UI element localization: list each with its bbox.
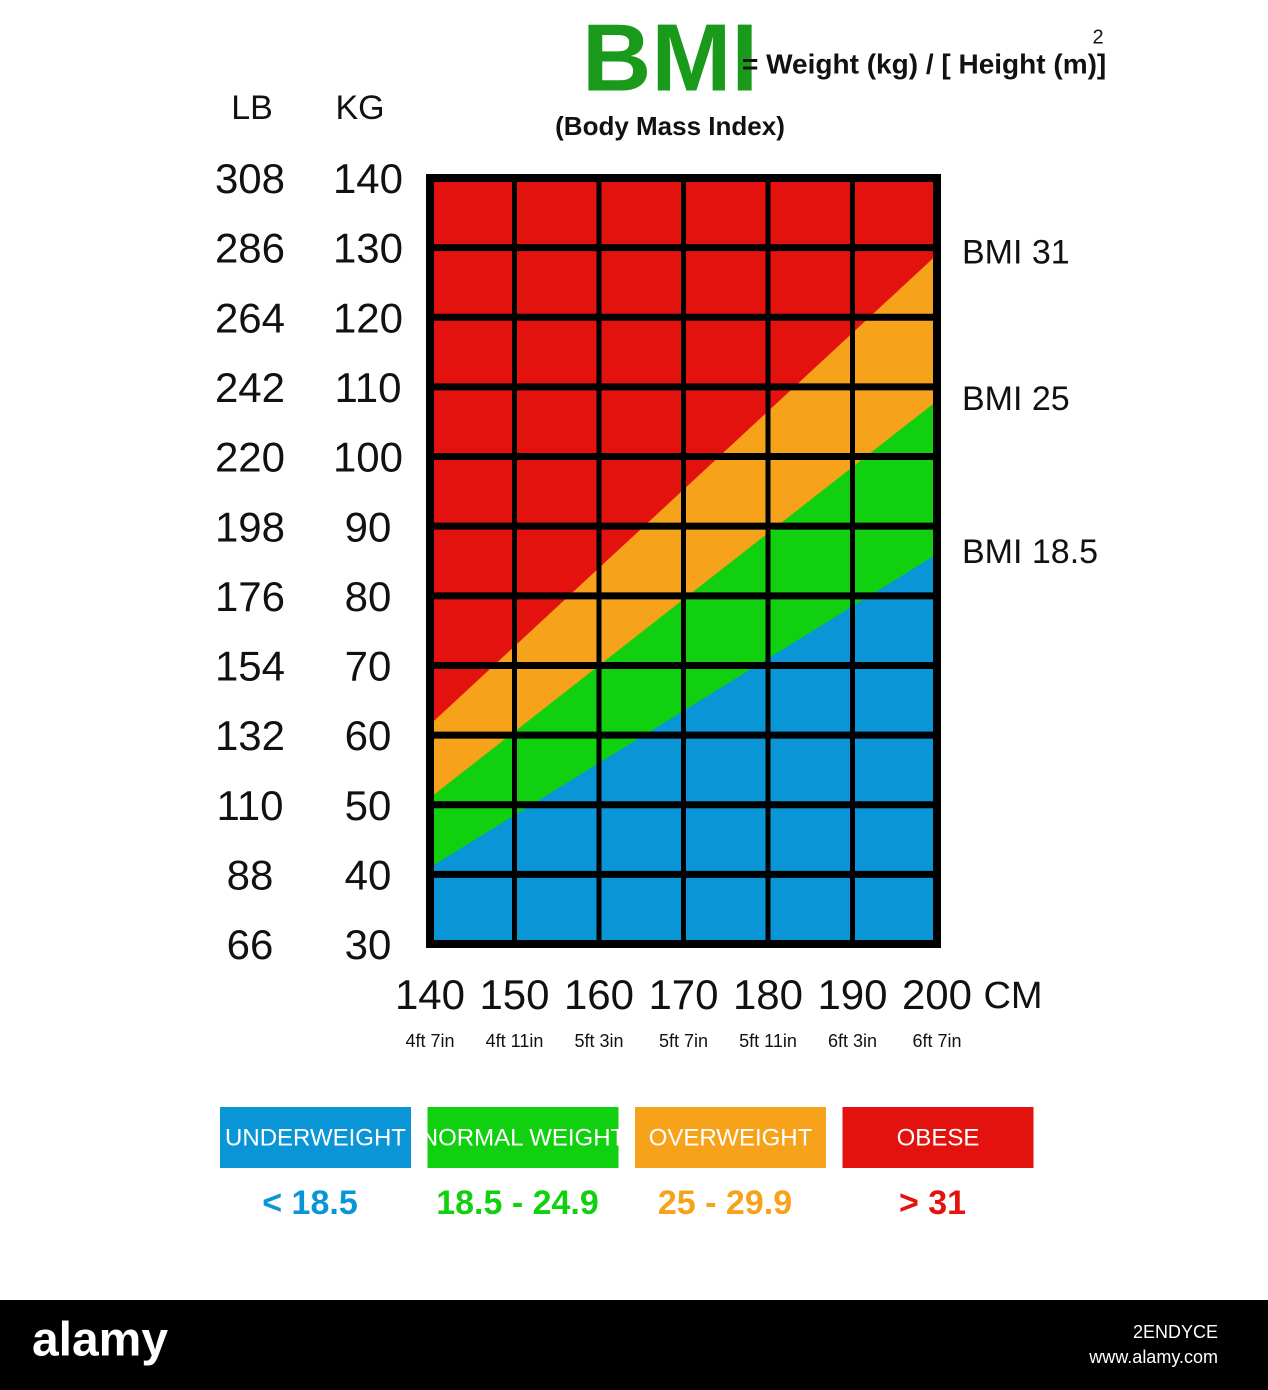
x-tick-label: 200 [902, 971, 972, 1018]
legend-name: OBESE [897, 1124, 980, 1151]
y-tick-label: 110 [335, 364, 402, 411]
legend-range: 18.5 - 24.9 [436, 1184, 599, 1222]
y2-tick-label: 132 [215, 712, 285, 759]
x-tick-sublabel: 5ft 3in [574, 1031, 623, 1051]
y-tick-label: 100 [333, 434, 403, 481]
x-axis-label: CM [983, 975, 1042, 1017]
x-tick-sublabel: 4ft 11in [486, 1031, 544, 1051]
y-tick-label: 30 [345, 921, 392, 968]
y-tick-label: 130 [333, 225, 403, 272]
legend-range: > 31 [899, 1184, 966, 1222]
y2-tick-label: 66 [227, 921, 274, 968]
series-label: BMI 18.5 [962, 533, 1098, 571]
y-tick-label: 70 [345, 643, 392, 690]
legend-range: < 18.5 [262, 1184, 357, 1222]
y-tick-label: 40 [345, 851, 392, 898]
y2-tick-label: 242 [215, 364, 285, 411]
formula: = Weight (kg) / [ Height (m)] [742, 48, 1106, 79]
x-tick-sublabel: 6ft 7in [912, 1031, 961, 1051]
x-tick-label: 170 [648, 971, 718, 1018]
footer-bar [0, 1300, 1268, 1390]
y-tick-label: 120 [333, 294, 403, 341]
x-tick-label: 160 [564, 971, 634, 1018]
chart-title: BMI [582, 4, 758, 111]
footer-url: www.alamy.com [1088, 1347, 1218, 1367]
y2-axis-label: LB [231, 89, 273, 127]
series-label: BMI 31 [962, 234, 1070, 272]
x-tick-sublabel: 5ft 11in [739, 1031, 797, 1051]
y2-tick-label: 308 [215, 155, 285, 202]
y-tick-label: 140 [333, 155, 403, 202]
x-tick-sublabel: 4ft 7in [405, 1031, 454, 1051]
y-axis-label: KG [335, 89, 384, 127]
legend-swatch [635, 1107, 826, 1168]
x-tick-label: 180 [733, 971, 803, 1018]
y-tick-label: 50 [345, 782, 392, 829]
x-tick-label: 190 [817, 971, 887, 1018]
y2-tick-label: 110 [217, 782, 284, 829]
y2-tick-label: 154 [215, 643, 285, 690]
legend-swatch [427, 1107, 619, 1168]
legend-name: NORMAL WEIGHT [421, 1124, 626, 1151]
y2-tick-label: 264 [215, 294, 285, 341]
legend-swatch [842, 1107, 1034, 1168]
y-tick-label: 90 [345, 503, 392, 550]
formula-exponent: 2 [1092, 26, 1103, 48]
x-tick-label: 140 [395, 971, 465, 1018]
series-label: BMI 25 [962, 380, 1070, 418]
y2-tick-label: 176 [215, 573, 285, 620]
subtitle: (Body Mass Index) [555, 111, 785, 141]
footer-id: 2ENDYCE [1133, 1322, 1218, 1342]
y-tick-label: 60 [345, 712, 392, 759]
legend-name: OVERWEIGHT [649, 1124, 813, 1151]
y2-tick-label: 286 [215, 225, 285, 272]
legend-range: 25 - 29.9 [658, 1184, 792, 1222]
legend-swatch [220, 1107, 411, 1168]
legend-name: UNDERWEIGHT [225, 1124, 406, 1151]
footer-brand: alamy [32, 1314, 168, 1367]
x-tick-label: 150 [479, 971, 549, 1018]
plot-border [426, 174, 941, 948]
y2-tick-label: 220 [215, 434, 285, 481]
y2-tick-label: 88 [227, 851, 274, 898]
x-tick-sublabel: 6ft 3in [828, 1031, 877, 1051]
x-tick-sublabel: 5ft 7in [659, 1031, 708, 1051]
y2-tick-label: 198 [215, 503, 285, 550]
y-tick-label: 80 [345, 573, 392, 620]
